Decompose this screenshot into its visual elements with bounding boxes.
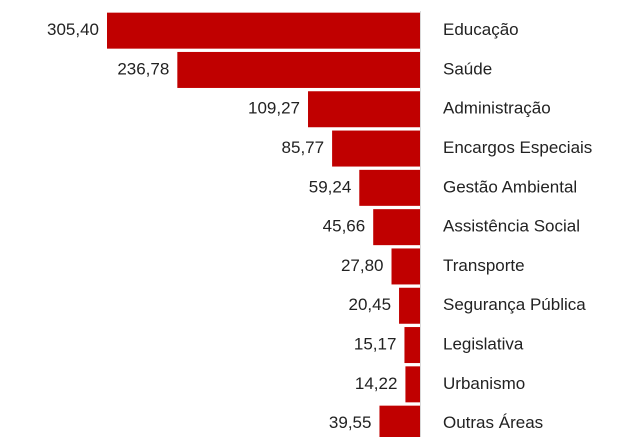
category-label: Transporte: [443, 256, 525, 275]
category-label: Administração: [443, 99, 551, 118]
category-label: Urbanismo: [443, 374, 525, 393]
category-label: Encargos Especiais: [443, 138, 592, 157]
value-label: 236,78: [117, 59, 169, 78]
bar: [177, 51, 420, 88]
bar: [379, 405, 420, 437]
category-label: Legislativa: [443, 335, 524, 354]
bar: [332, 130, 420, 167]
value-label: 85,77: [282, 138, 325, 157]
category-label: Gestão Ambiental: [443, 177, 577, 196]
category-label: Outras Áreas: [443, 413, 543, 432]
category-label: Educação: [443, 20, 519, 39]
value-label: 45,66: [323, 217, 366, 236]
bar: [404, 327, 420, 364]
value-label: 109,27: [248, 99, 300, 118]
bar: [373, 209, 420, 246]
bar: [405, 366, 420, 403]
value-label: 39,55: [329, 413, 372, 432]
value-label: 59,24: [309, 177, 352, 196]
bar: [399, 287, 420, 324]
value-label: 20,45: [348, 295, 391, 314]
bar: [359, 169, 420, 206]
value-label: 27,80: [341, 256, 384, 275]
category-label: Assistência Social: [443, 217, 580, 236]
value-label: 14,22: [355, 374, 398, 393]
category-label: Saúde: [443, 59, 492, 78]
category-label: Segurança Pública: [443, 295, 586, 314]
bar: [107, 12, 420, 49]
value-label: 305,40: [47, 20, 99, 39]
bar: [308, 91, 420, 128]
bar: [391, 248, 420, 285]
value-label: 15,17: [354, 335, 397, 354]
